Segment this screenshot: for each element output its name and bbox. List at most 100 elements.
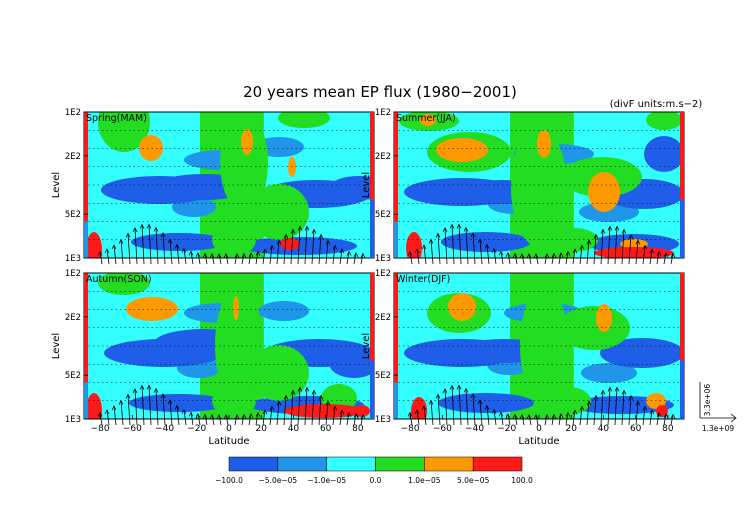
flux-arrow-head	[607, 225, 613, 231]
field-contour	[249, 345, 309, 401]
flux-arrow	[148, 385, 152, 426]
flux-arrow-head	[318, 233, 324, 239]
flux-arrow-head	[216, 253, 222, 259]
flux-arrow	[635, 401, 639, 426]
flux-arrow	[437, 233, 441, 265]
flux-arrow-head	[593, 233, 599, 239]
field-contour	[329, 348, 374, 378]
flux-arrow-head	[97, 250, 103, 256]
flux-arrow-head	[519, 414, 525, 419]
flux-arrow-head	[167, 238, 173, 244]
y-tick-label: 1E2	[65, 108, 81, 118]
colorbar-swatch	[375, 456, 425, 472]
flux-arrow-head	[544, 414, 550, 420]
flux-arrow	[162, 232, 166, 265]
edge-strip	[680, 360, 684, 419]
flux-arrow-head	[146, 223, 152, 229]
x-tick-label: −60	[123, 424, 142, 434]
y-tick-label: 2E2	[375, 152, 391, 162]
flux-arrow-head	[572, 248, 578, 254]
field-contour	[86, 393, 102, 419]
flux-arrow-head	[656, 411, 662, 417]
divergence-field	[394, 273, 684, 419]
flux-arrow	[262, 249, 266, 265]
panel-2: Summer(JJA) 1E2 2E2 5E2 1E3 Level	[361, 108, 685, 265]
flux-arrow	[120, 239, 124, 265]
flux-arrow	[106, 248, 110, 265]
y-tick-label: 5E2	[375, 210, 391, 220]
flux-arrow	[642, 406, 646, 426]
field-contour	[596, 304, 612, 332]
y-tick-label: 5E2	[375, 371, 391, 381]
flux-arrow-head	[449, 223, 455, 229]
vector-scale: 3.3e+06 1.3e+09	[699, 382, 737, 433]
x-tick-label: 40	[598, 424, 610, 434]
y-axis-label: Level	[361, 172, 372, 198]
y-tick-label: 1E3	[375, 254, 391, 264]
field-contour	[594, 247, 674, 258]
flux-arrow-head	[572, 409, 578, 415]
flux-arrow-head	[174, 404, 180, 410]
flux-arrow-head	[421, 405, 427, 411]
field-contour	[620, 239, 648, 249]
y-tick-label: 2E2	[375, 313, 391, 323]
flux-arrow	[283, 395, 287, 426]
y-tick-label: 1E3	[65, 254, 81, 264]
flux-arrow	[318, 234, 322, 265]
flux-arrow	[204, 253, 208, 265]
flux-arrow	[551, 414, 555, 426]
panel-4: Winter(DJF) 1E2 2E2 5E2 1E3 Level −80 −60 −40 −20…	[361, 269, 685, 447]
flux-arrow-head	[428, 399, 434, 405]
edge-strip	[84, 273, 88, 383]
x-tick-label: 0	[226, 424, 232, 434]
flux-arrow-head	[484, 243, 490, 249]
edge-strip	[394, 382, 398, 419]
edge-strip	[370, 199, 374, 258]
flux-arrow-head	[118, 399, 124, 405]
y-tick-label: 2E2	[65, 313, 81, 323]
flux-arrow-head	[332, 244, 338, 250]
flux-arrow	[528, 253, 532, 265]
flux-arrow-head	[318, 394, 324, 400]
flux-arrow	[544, 253, 548, 265]
flux-arrow	[579, 245, 583, 265]
flux-arrow-head	[290, 389, 296, 395]
flux-arrow-head	[498, 250, 504, 256]
flux-arrow	[211, 414, 215, 426]
panel-title: Winter(DJF)	[396, 274, 450, 285]
x-tick-label: −40	[465, 424, 484, 434]
x-axis-label: Latitude	[518, 436, 559, 447]
flux-arrow	[586, 240, 590, 265]
flux-arrow-head	[491, 408, 497, 414]
flux-arrow-head	[104, 409, 110, 415]
flux-arrow	[593, 395, 597, 426]
flux-arrow	[169, 239, 173, 265]
flux-arrow-head	[586, 239, 592, 245]
flux-arrow-head	[463, 226, 469, 232]
flux-arrow	[325, 401, 329, 426]
flux-arrow-head	[512, 413, 518, 419]
flux-arrow	[528, 414, 532, 426]
flux-arrow-head	[621, 389, 627, 395]
flux-arrow	[332, 245, 336, 265]
flux-arrow-head	[97, 411, 103, 417]
flux-arrow-head	[132, 388, 138, 394]
field-contour	[644, 136, 684, 172]
flux-arrow	[472, 393, 476, 426]
flux-arrow-head	[533, 414, 539, 420]
edge-strip	[680, 273, 684, 361]
flux-arrow	[283, 234, 287, 265]
flux-arrow-head	[360, 252, 366, 258]
flux-arrow-head	[484, 404, 490, 410]
flux-arrow	[120, 400, 124, 426]
flux-arrow-head	[414, 409, 420, 415]
flux-arrow-head	[407, 411, 413, 417]
flux-arrow-head	[332, 405, 338, 411]
flux-arrow	[241, 253, 245, 265]
flux-arrow-head	[470, 393, 476, 399]
flux-arrow	[234, 253, 238, 265]
flux-arrow-head	[346, 411, 352, 417]
flux-arrow	[141, 224, 145, 265]
flux-arrow-head	[607, 386, 613, 392]
y-tick-label: 1E3	[375, 415, 391, 425]
